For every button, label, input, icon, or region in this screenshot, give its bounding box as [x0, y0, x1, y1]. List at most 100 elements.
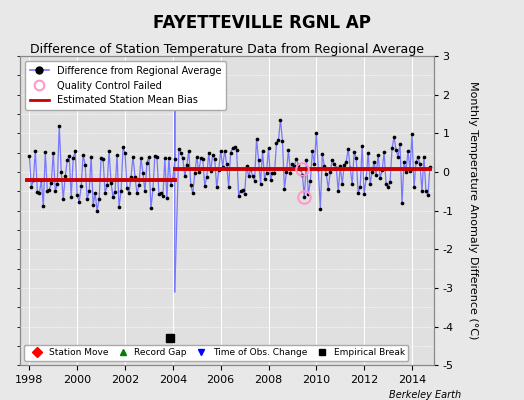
Point: [147, 205, 155, 212]
Point: [344, 146, 353, 152]
Point: [300, 194, 309, 200]
Point: [352, 155, 361, 161]
Point: [111, 188, 119, 195]
Point: [272, 140, 281, 147]
Point: [332, 164, 341, 171]
Point: [270, 170, 279, 177]
Point: [125, 190, 133, 196]
Point: [292, 156, 301, 162]
Point: [201, 182, 209, 189]
Point: [143, 160, 151, 166]
Point: [416, 161, 424, 167]
Point: [103, 182, 111, 188]
Point: [39, 203, 48, 210]
Point: [244, 173, 253, 179]
Point: [408, 131, 416, 138]
Point: [263, 170, 271, 176]
Point: [378, 167, 386, 174]
Point: [155, 190, 163, 197]
Point: [278, 138, 287, 144]
Point: [320, 163, 329, 169]
Legend: Station Move, Record Gap, Time of Obs. Change, Empirical Break: Station Move, Record Gap, Time of Obs. C…: [24, 344, 408, 361]
Point: [51, 188, 59, 194]
Point: [274, 137, 282, 143]
Point: [43, 187, 51, 194]
Point: [115, 204, 123, 210]
Point: [328, 157, 336, 163]
Point: [203, 174, 211, 180]
Point: [73, 192, 81, 198]
Text: FAYETTEVILLE RGNL AP: FAYETTEVILLE RGNL AP: [153, 14, 371, 32]
Point: [390, 134, 398, 140]
Point: [61, 173, 69, 180]
Point: [194, 169, 203, 175]
Point: [354, 190, 363, 196]
Point: [226, 150, 235, 156]
Point: [350, 148, 358, 155]
Y-axis label: Monthly Temperature Anomaly Difference (°C): Monthly Temperature Anomaly Difference (…: [467, 82, 477, 340]
Point: [141, 188, 149, 194]
Point: [314, 166, 323, 173]
Point: [414, 153, 422, 160]
Point: [364, 150, 373, 156]
Point: [171, 156, 179, 162]
Point: [338, 181, 346, 187]
Point: [93, 208, 101, 214]
Point: [69, 155, 78, 162]
Point: [29, 177, 38, 183]
Point: [119, 144, 127, 151]
Point: [294, 162, 302, 168]
Point: [346, 165, 354, 171]
Point: [206, 168, 215, 174]
Point: [193, 153, 201, 160]
Point: [91, 190, 100, 196]
Point: [209, 151, 217, 158]
Point: [59, 196, 68, 202]
Point: [280, 186, 289, 192]
Point: [254, 157, 263, 163]
Point: [420, 153, 428, 160]
Point: [302, 157, 311, 164]
Point: [231, 144, 239, 150]
Point: [165, 155, 173, 162]
Point: [162, 195, 171, 201]
Point: [189, 190, 197, 196]
Point: [398, 200, 406, 206]
Point: [412, 159, 420, 166]
Point: [382, 181, 390, 187]
Point: [49, 150, 58, 156]
Point: [342, 158, 351, 165]
Point: [308, 148, 316, 155]
Point: [233, 147, 241, 153]
Point: [151, 152, 159, 159]
Point: [234, 192, 243, 199]
Point: [402, 168, 410, 175]
Point: [27, 184, 36, 190]
Point: [404, 148, 412, 154]
Point: [139, 170, 147, 176]
Point: [258, 148, 267, 154]
Point: [45, 186, 53, 193]
Point: [228, 145, 237, 151]
Point: [334, 188, 343, 194]
Title: Difference of Station Temperature Data from Regional Average: Difference of Station Temperature Data f…: [30, 43, 424, 56]
Point: [159, 193, 167, 199]
Point: [214, 167, 223, 173]
Point: [223, 160, 231, 167]
Point: [204, 150, 213, 156]
Point: [306, 178, 314, 184]
Point: [410, 184, 418, 191]
Point: [388, 145, 396, 152]
Point: [47, 180, 56, 186]
Point: [386, 178, 394, 185]
Point: [380, 149, 388, 156]
Point: [71, 148, 80, 154]
Point: [374, 151, 383, 158]
Point: [340, 162, 348, 168]
Point: [322, 171, 331, 177]
Point: [213, 184, 221, 191]
Point: [117, 188, 125, 194]
Point: [400, 159, 408, 165]
Point: [105, 148, 113, 154]
Point: [75, 198, 83, 205]
